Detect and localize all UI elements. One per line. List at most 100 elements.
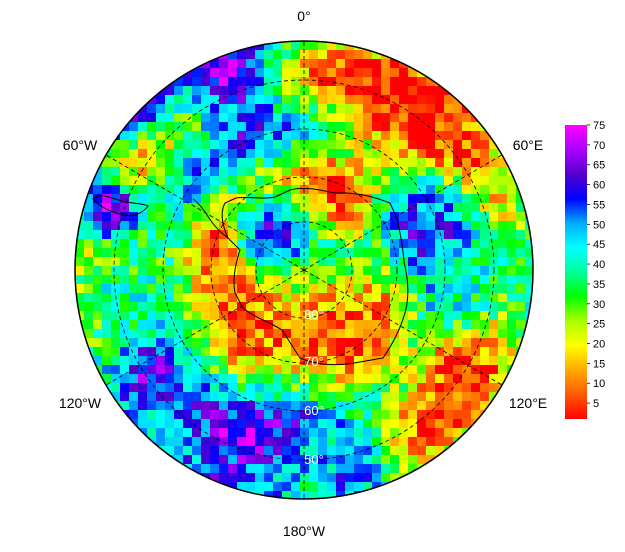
- data-cell: [192, 176, 202, 186]
- data-cell: [336, 356, 346, 366]
- data-cell: [408, 275, 418, 285]
- data-cell: [390, 194, 400, 204]
- data-cell: [273, 293, 283, 303]
- data-cell: [318, 194, 328, 204]
- data-cell: [273, 149, 283, 159]
- data-cell: [246, 419, 256, 429]
- data-cell: [426, 455, 436, 465]
- data-cell: [255, 302, 265, 312]
- data-cell: [129, 365, 139, 375]
- data-cell: [318, 266, 328, 276]
- data-cell: [462, 185, 472, 195]
- data-cell: [156, 248, 166, 258]
- colorbar-tick-label: 25: [593, 319, 605, 331]
- data-cell: [381, 275, 391, 285]
- data-cell: [237, 464, 247, 474]
- data-cell: [336, 176, 346, 186]
- data-cell: [228, 77, 238, 87]
- data-cell: [174, 212, 184, 222]
- data-cell: [264, 356, 274, 366]
- data-cell: [237, 50, 247, 60]
- data-cell: [318, 383, 328, 393]
- data-cell: [201, 86, 211, 96]
- data-cell: [255, 419, 265, 429]
- data-cell: [327, 221, 337, 231]
- data-cell: [354, 221, 364, 231]
- data-cell: [444, 203, 454, 213]
- data-cell: [183, 86, 193, 96]
- data-cell: [255, 383, 265, 393]
- data-cell: [129, 104, 139, 114]
- data-cell: [291, 446, 301, 456]
- data-cell: [156, 113, 166, 123]
- data-cell: [201, 104, 211, 114]
- data-cell: [453, 248, 463, 258]
- data-cell: [138, 122, 148, 132]
- data-cell: [228, 140, 238, 150]
- data-cell: [336, 140, 346, 150]
- data-cell: [165, 374, 175, 384]
- data-cell: [462, 347, 472, 357]
- data-cell: [462, 428, 472, 438]
- data-cell: [93, 257, 103, 267]
- data-cell: [237, 338, 247, 348]
- data-cell: [390, 140, 400, 150]
- data-cell: [453, 356, 463, 366]
- data-cell: [93, 302, 103, 312]
- data-cell: [75, 266, 85, 276]
- data-cell: [84, 194, 94, 204]
- data-cell: [246, 122, 256, 132]
- data-cell: [336, 149, 346, 159]
- data-cell: [327, 248, 337, 258]
- data-cell: [156, 95, 166, 105]
- data-cell: [390, 401, 400, 411]
- data-cell: [372, 104, 382, 114]
- data-cell: [255, 482, 265, 492]
- data-cell: [219, 284, 229, 294]
- data-cell: [426, 221, 436, 231]
- data-cell: [507, 257, 517, 267]
- data-cell: [372, 59, 382, 69]
- data-cell: [345, 419, 355, 429]
- data-cell: [138, 248, 148, 258]
- data-cell: [291, 77, 301, 87]
- data-cell: [84, 320, 94, 330]
- data-cell: [291, 491, 301, 499]
- data-cell: [426, 356, 436, 366]
- data-cell: [237, 95, 247, 105]
- data-cell: [84, 329, 94, 339]
- data-cell: [201, 302, 211, 312]
- data-cell: [246, 68, 256, 78]
- data-cell: [507, 275, 517, 285]
- data-cell: [165, 365, 175, 375]
- data-cell: [282, 437, 292, 447]
- data-cell: [156, 437, 166, 447]
- data-cell: [345, 194, 355, 204]
- data-cell: [192, 365, 202, 375]
- data-cell: [354, 347, 364, 357]
- data-cell: [174, 464, 184, 474]
- data-cell: [480, 401, 490, 411]
- data-cell: [282, 428, 292, 438]
- data-cell: [399, 86, 409, 96]
- data-cell: [318, 140, 328, 150]
- data-cell: [336, 293, 346, 303]
- data-cell: [372, 491, 382, 499]
- data-cell: [309, 50, 319, 60]
- data-cell: [426, 293, 436, 303]
- data-cell: [372, 113, 382, 123]
- data-cell: [390, 113, 400, 123]
- data-cell: [291, 410, 301, 420]
- data-cell: [120, 158, 130, 168]
- data-cell: [84, 266, 94, 276]
- data-cell: [390, 320, 400, 330]
- data-cell: [237, 221, 247, 231]
- data-cell: [183, 392, 193, 402]
- data-cell: [282, 356, 292, 366]
- data-cell: [291, 59, 301, 69]
- data-cell: [120, 347, 130, 357]
- data-cell: [372, 428, 382, 438]
- data-cell: [129, 167, 139, 177]
- data-cell: [471, 302, 481, 312]
- data-cell: [93, 338, 103, 348]
